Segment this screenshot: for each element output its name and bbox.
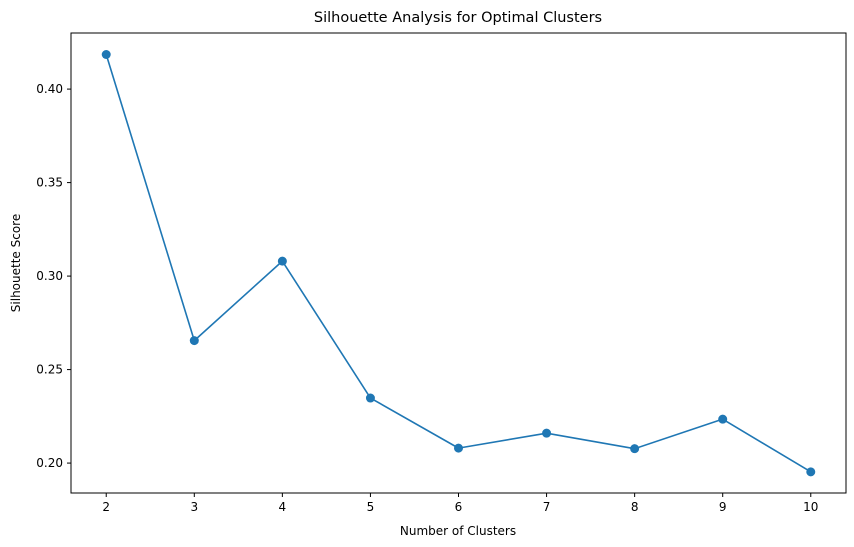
data-point: [277, 256, 287, 266]
data-point: [718, 414, 728, 424]
y-tick-label: 0.40: [36, 82, 63, 96]
y-tick-label: 0.30: [36, 269, 63, 283]
data-point: [101, 50, 111, 60]
x-tick-label: 2: [102, 500, 110, 514]
x-tick-label: 4: [279, 500, 287, 514]
series-line: [105, 54, 812, 473]
x-tick-label: 10: [803, 500, 818, 514]
data-point: [189, 336, 199, 346]
y-tick-label: 0.35: [36, 176, 63, 190]
chart-title: Silhouette Analysis for Optimal Clusters: [314, 10, 602, 26]
y-tick-label: 0.20: [36, 456, 63, 470]
x-tick-label: 3: [190, 500, 198, 514]
data-point: [806, 467, 816, 477]
data-point: [365, 393, 375, 403]
x-tick-label: 8: [631, 500, 639, 514]
series-layer: [101, 50, 816, 477]
y-axis-ticks: 0.20 0.25 0.30 0.35 0.40: [36, 82, 71, 470]
data-point: [454, 443, 463, 453]
x-axis-ticks: 2 3 4 5 6 7 8 9 10: [102, 493, 818, 514]
x-tick-label: 7: [543, 500, 551, 514]
y-tick-label: 0.25: [36, 363, 63, 377]
y-axis-label: Silhouette Score: [9, 214, 23, 312]
x-axis-label: Number of Clusters: [400, 524, 516, 538]
x-tick-label: 6: [455, 500, 463, 514]
x-tick-label: 9: [719, 500, 727, 514]
data-point: [542, 428, 552, 438]
data-point: [630, 444, 640, 454]
x-tick-label: 5: [367, 500, 375, 514]
